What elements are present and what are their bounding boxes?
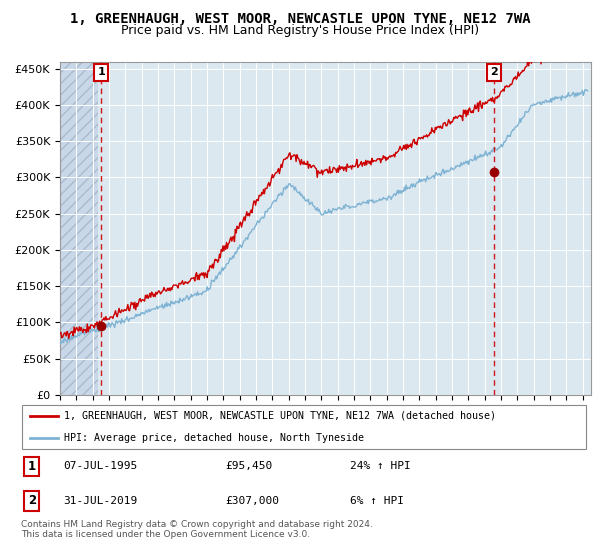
Bar	[60, 62, 98, 395]
Text: Contains HM Land Registry data © Crown copyright and database right 2024.
This d: Contains HM Land Registry data © Crown c…	[21, 520, 373, 539]
Text: 6% ↑ HPI: 6% ↑ HPI	[350, 496, 404, 506]
Text: 2: 2	[490, 67, 498, 77]
FancyBboxPatch shape	[22, 405, 586, 449]
Text: 1: 1	[97, 67, 105, 77]
Text: HPI: Average price, detached house, North Tyneside: HPI: Average price, detached house, Nort…	[64, 433, 364, 444]
Text: 1: 1	[28, 460, 36, 473]
Text: 1, GREENHAUGH, WEST MOOR, NEWCASTLE UPON TYNE, NE12 7WA (detached house): 1, GREENHAUGH, WEST MOOR, NEWCASTLE UPON…	[64, 410, 496, 421]
Text: 24% ↑ HPI: 24% ↑ HPI	[350, 461, 410, 472]
Text: 31-JUL-2019: 31-JUL-2019	[64, 496, 138, 506]
Text: 07-JUL-1995: 07-JUL-1995	[64, 461, 138, 472]
Text: £95,450: £95,450	[225, 461, 272, 472]
Text: 1, GREENHAUGH, WEST MOOR, NEWCASTLE UPON TYNE, NE12 7WA: 1, GREENHAUGH, WEST MOOR, NEWCASTLE UPON…	[70, 12, 530, 26]
Text: 2: 2	[28, 494, 36, 507]
Text: £307,000: £307,000	[225, 496, 279, 506]
Text: Price paid vs. HM Land Registry's House Price Index (HPI): Price paid vs. HM Land Registry's House …	[121, 24, 479, 36]
